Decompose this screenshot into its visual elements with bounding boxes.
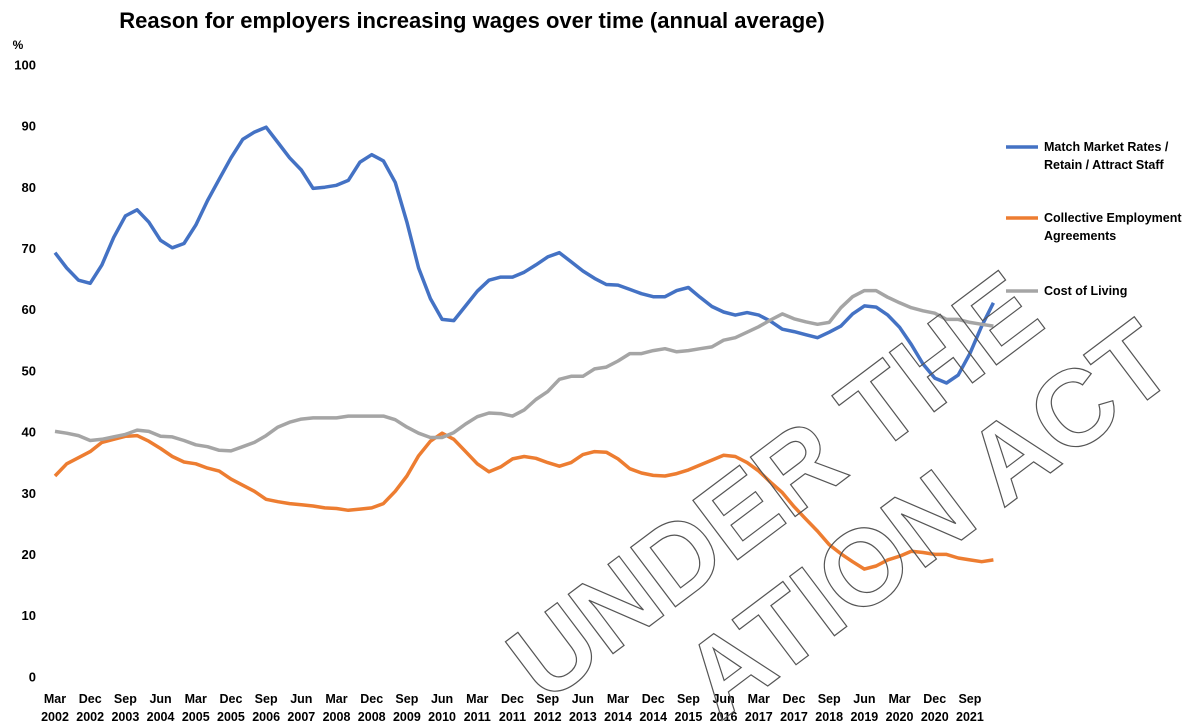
x-tick-label: Sep 2021 <box>956 692 984 724</box>
series-line <box>53 431 994 571</box>
x-tick-label: Jun 2016 <box>710 692 738 724</box>
x-tick-label: Mar 2005 <box>182 692 210 724</box>
x-tick-label: Sep 2006 <box>252 692 280 724</box>
x-tick-label: Mar 2020 <box>886 692 914 724</box>
x-tick-label: Mar 2008 <box>323 692 351 724</box>
x-tick-label: Sep 2003 <box>111 692 139 724</box>
y-tick-label: 80 <box>22 180 36 195</box>
x-tick-label: Mar 2002 <box>41 692 69 724</box>
series-line <box>54 288 994 453</box>
chart-title: Reason for employers increasing wages ov… <box>119 8 824 33</box>
y-tick-label: 40 <box>22 425 36 440</box>
y-tick-label: 10 <box>22 608 36 623</box>
y-tick-label: 60 <box>22 302 36 317</box>
x-tick-label: Dec 2017 <box>780 692 808 724</box>
x-tick-label: Dec 2008 <box>358 692 386 724</box>
x-tick-label: Dec 2020 <box>921 692 949 724</box>
x-tick-label: Dec 2002 <box>76 692 104 724</box>
x-tick-label: Dec 2005 <box>217 692 245 724</box>
y-tick-label: 30 <box>22 486 36 501</box>
series-line <box>53 125 995 385</box>
x-tick-label: Sep 2015 <box>675 692 703 724</box>
y-tick-label: 0 <box>29 669 36 684</box>
x-tick-label: Dec 2014 <box>639 692 667 724</box>
legend-label: Cost of Living <box>1044 284 1128 298</box>
y-tick-label: 50 <box>22 363 36 378</box>
x-tick-label: Jun 2007 <box>287 692 315 724</box>
legend-label: Collective Employment Agreements <box>1044 211 1182 243</box>
legend-label: Match Market Rates / Retain / Attract St… <box>1044 140 1169 172</box>
x-tick-label: Mar 2017 <box>745 692 773 724</box>
y-tick-label: 20 <box>22 547 36 562</box>
x-tick-label: Mar 2011 <box>464 692 491 724</box>
x-tick-label: Sep 2012 <box>534 692 562 724</box>
y-tick-label: 90 <box>22 119 36 134</box>
x-tick-label: Sep 2009 <box>393 692 421 724</box>
x-tick-label: Sep 2018 <box>815 692 843 724</box>
x-tick-label: Jun 2019 <box>850 692 878 724</box>
x-tick-label: Dec 2011 <box>499 692 526 724</box>
y-axis-label: % <box>13 38 24 52</box>
x-tick-label: Mar 2014 <box>604 692 632 724</box>
y-tick-label: 70 <box>22 241 36 256</box>
y-tick-label: 100 <box>14 57 36 72</box>
x-tick-label: Jun 2010 <box>428 692 456 724</box>
x-tick-label: Jun 2013 <box>569 692 597 724</box>
x-tick-label: Jun 2004 <box>147 692 175 724</box>
